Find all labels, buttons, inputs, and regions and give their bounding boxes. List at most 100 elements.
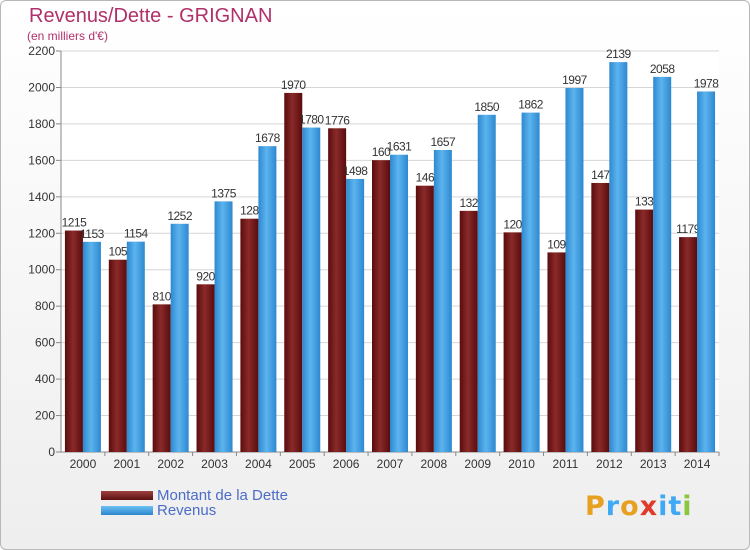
bar-dette (372, 160, 390, 452)
data-label-dette: 160 (372, 145, 391, 159)
bar-revenus (82, 241, 101, 452)
y-tick-label: 400 (35, 372, 55, 386)
bar-revenus (302, 127, 321, 453)
y-tick-label: 600 (35, 336, 55, 350)
data-label-dette: 147 (591, 168, 610, 182)
data-label-revenus: 1780 (299, 113, 325, 127)
data-label-dette: 146 (416, 171, 435, 185)
bar-dette (284, 92, 303, 452)
x-tick-label: 2004 (245, 457, 272, 471)
bar-revenus (346, 178, 365, 453)
data-label-dette: 1215 (62, 216, 88, 230)
data-label-dette: 128 (240, 204, 259, 218)
logo-letter: t (668, 491, 683, 522)
data-label-dette: 920 (196, 269, 215, 283)
y-tick-label: 200 (35, 409, 55, 423)
x-tick-label: 2008 (421, 457, 448, 471)
y-tick-label: 1800 (28, 117, 55, 131)
data-label-revenus: 1375 (211, 186, 237, 200)
y-tick-label: 1200 (28, 226, 55, 240)
bar-revenus (170, 223, 189, 452)
data-label-dette: 1970 (281, 78, 307, 92)
bar-revenus (521, 112, 540, 452)
bar-dette (152, 304, 171, 452)
data-label-revenus: 1978 (694, 76, 720, 90)
bar-revenus (126, 241, 145, 452)
data-label-dette: 1179 (676, 222, 701, 236)
data-label-revenus: 1631 (387, 140, 413, 154)
x-tick-label: 2011 (553, 457, 579, 471)
logo-letter: x (639, 491, 659, 522)
bar-dette (503, 232, 522, 452)
data-label-revenus: 1154 (124, 227, 149, 241)
x-tick-label: 2001 (113, 457, 140, 471)
logo-letter: P (585, 491, 606, 522)
legend-swatch-dette (101, 490, 153, 500)
x-tick-label: 2003 (201, 457, 228, 471)
bar-revenus (565, 88, 584, 452)
x-tick-label: 2013 (640, 457, 667, 471)
data-label-dette: 109 (547, 237, 566, 251)
legend-label-dette: Montant de la Dette (157, 486, 288, 504)
x-tick-label: 2006 (333, 457, 360, 471)
x-tick-label: 2000 (70, 457, 97, 471)
bar-dette (415, 185, 434, 453)
y-tick-label: 1000 (28, 263, 55, 277)
x-tick-label: 2009 (464, 457, 491, 471)
y-tick-label: 800 (35, 299, 55, 313)
logo-letter: r (605, 491, 621, 522)
y-tick-label: 1600 (28, 153, 55, 167)
data-label-revenus: 1862 (518, 98, 544, 112)
data-label-revenus: 1850 (474, 100, 500, 114)
data-label-dette: 105 (109, 245, 128, 259)
y-tick-label: 0 (48, 445, 55, 459)
y-tick-label: 1400 (28, 190, 55, 204)
logo-letter: i (682, 491, 693, 522)
bar-revenus (477, 114, 496, 452)
bar-dette (591, 182, 610, 452)
x-tick-label: 2005 (289, 457, 316, 471)
bar-dette (196, 284, 215, 452)
proxiti-logo: Proxiti (585, 491, 693, 522)
bar-dette (240, 218, 259, 452)
logo-letter: i (658, 491, 669, 522)
bar-dette (547, 252, 566, 452)
bar-dette (459, 210, 478, 452)
bar-revenus (214, 201, 233, 452)
bar-dette (679, 237, 698, 452)
data-label-revenus: 1153 (80, 227, 105, 241)
y-tick-label: 2200 (28, 44, 55, 58)
data-label-revenus: 1657 (431, 135, 457, 149)
data-label-revenus: 1678 (255, 131, 281, 145)
x-tick-label: 2014 (684, 457, 711, 471)
y-tick-label: 2000 (28, 80, 55, 94)
bar-revenus (258, 146, 277, 452)
legend-item-revenus: Revenus (101, 501, 217, 519)
data-label-revenus: 2058 (650, 62, 676, 76)
x-tick-label: 2010 (508, 457, 535, 471)
logo-letter: o (620, 491, 640, 522)
bar-dette (635, 209, 654, 452)
data-label-dette: 133 (635, 195, 654, 209)
bar-revenus (697, 91, 716, 453)
bar-dette (64, 230, 83, 452)
data-label-dette: 120 (503, 217, 522, 231)
bar-dette (328, 128, 347, 452)
data-label-dette: 132 (459, 196, 478, 210)
legend-label-revenus: Revenus (157, 501, 217, 519)
data-label-revenus: 1252 (167, 209, 193, 223)
data-label-dette: 1776 (325, 113, 351, 127)
x-tick-label: 2002 (157, 457, 184, 471)
data-label-revenus: 1997 (562, 73, 588, 87)
legend-swatch-revenus (101, 505, 153, 515)
bar-revenus (433, 149, 452, 452)
bar-dette (108, 259, 127, 452)
bar-revenus (653, 76, 672, 453)
legend-item-dette: Montant de la Dette (101, 486, 288, 504)
chart-title: Revenus/Dette - GRIGNAN (29, 5, 273, 27)
data-label-dette: 810 (152, 289, 171, 303)
data-label-revenus: 1498 (343, 164, 369, 178)
data-label-revenus: 2139 (606, 47, 632, 61)
